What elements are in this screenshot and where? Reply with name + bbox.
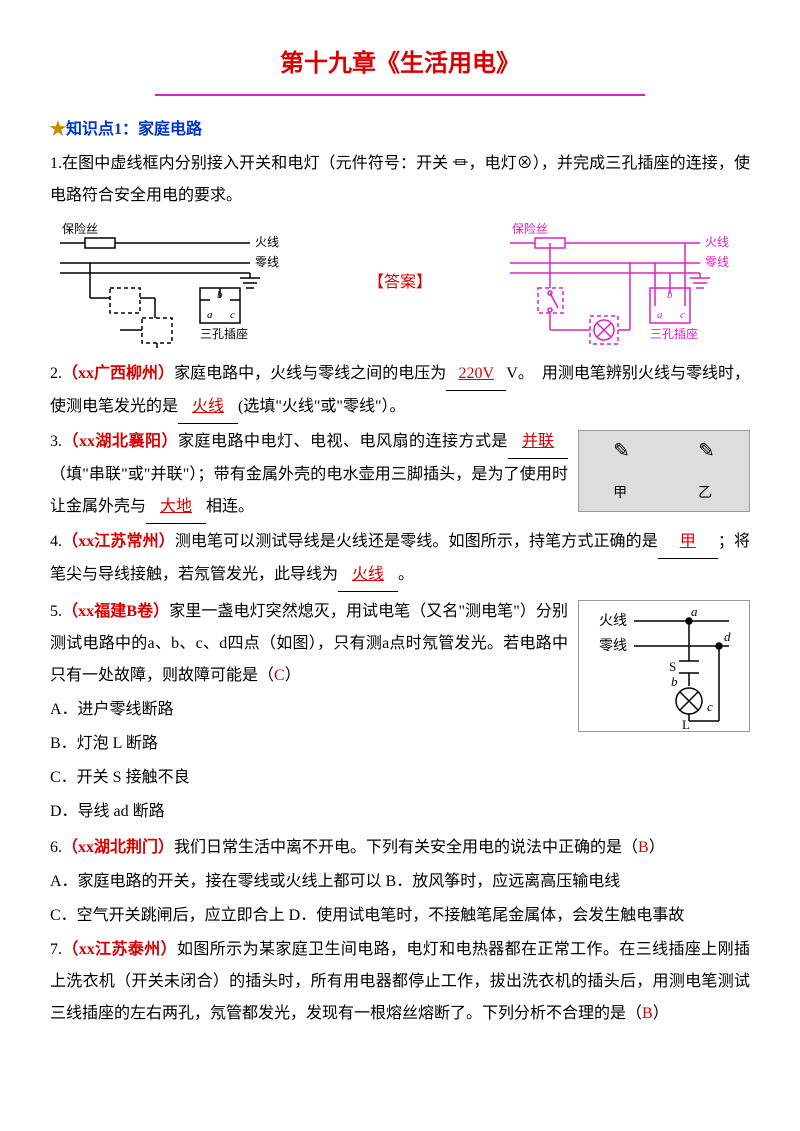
q2-ans2: 火线 [192, 398, 224, 415]
svg-text:b: b [667, 289, 673, 301]
svg-text:d: d [724, 629, 731, 644]
svg-text:c: c [680, 309, 685, 321]
q1-diagram-right: a b c 保险丝 火线 零线 三孔插座 [500, 218, 750, 348]
q1-answer-label: 【答案】 [368, 267, 432, 299]
q3-num: 3. [50, 433, 62, 450]
q2: 2.（xx广西柳州）家庭电路中，火线与零线之间的电压为220VV。 用测电笔辨别… [50, 358, 750, 424]
svg-text:保险丝: 保险丝 [512, 221, 548, 236]
svg-text:b: b [217, 289, 223, 301]
q4-t2: 测电笔可以测试导线是火线还是零线。如图所示，持笔方式正确的是 [175, 533, 658, 550]
q4-num: 4. [50, 533, 62, 550]
q2-num: 2. [50, 365, 62, 382]
svg-text:S: S [669, 659, 676, 674]
q4: 4.（xx江苏常州）测电笔可以测试导线是火线还是零线。如图所示，持笔方式正确的是… [50, 526, 750, 592]
kp1-label: 知识点1：家庭电路 [66, 121, 202, 138]
q6-num: 6. [50, 839, 62, 856]
svg-text:三孔插座: 三孔插座 [650, 326, 698, 341]
q4-ans2: 火线 [352, 566, 384, 583]
svg-text:火线: 火线 [599, 613, 627, 629]
q4-t4: 。 [398, 566, 414, 583]
q2-t2: 家庭电路中，火线与零线之间的电压为 [174, 365, 446, 382]
svg-text:三孔插座: 三孔插座 [200, 326, 248, 341]
svg-text:c: c [707, 699, 713, 714]
q4-src: （xx江苏常州） [62, 533, 175, 550]
q2-ans1: 220V [459, 365, 495, 382]
svg-text:零线: 零线 [599, 638, 627, 654]
q5-optD: D．导线 ad 断路 [50, 796, 750, 828]
q5-num: 5. [50, 603, 62, 620]
q6-optC: C．空气开关跳闸后，应立即合上 D．使用试电笔时，不接触笔尾金属体，会发生触电事… [50, 900, 750, 932]
q7-ans: B [642, 1005, 653, 1022]
q1-diagrams: 保险丝 火线 零线 a b c 三孔插座 【答案】 a b [50, 218, 750, 348]
q6-src: （xx湖北荆门） [62, 839, 174, 856]
q5-src: （xx福建B卷） [62, 603, 169, 620]
chapter-title: 第十九章《生活用电》 [155, 40, 645, 96]
q3-src: （xx湖北襄阳） [62, 433, 178, 450]
svg-text:L: L [682, 717, 690, 731]
q1-diagram-left: 保险丝 火线 零线 a b c 三孔插座 [50, 218, 300, 348]
q6: 6.（xx湖北荆门）我们日常生活中离不开电。下列有关安全用电的说法中正确的是（B… [50, 832, 750, 864]
knowledge-point-1: ★知识点1：家庭电路 [50, 114, 750, 146]
svg-text:火线: 火线 [255, 235, 279, 249]
q6-ans: B [638, 839, 649, 856]
svg-text:a: a [657, 309, 663, 321]
q6-optA: A．家庭电路的开关，接在零线或火线上都可以 B．放风筝时，应远离高压输电线 [50, 866, 750, 898]
q4-ans1: 甲 [680, 533, 696, 550]
q6-t3: ） [649, 839, 665, 856]
svg-text:a: a [207, 309, 213, 321]
q7-num: 7. [50, 941, 62, 958]
q7: 7.（xx江苏泰州）如图所示为某家庭卫生间电路，电灯和电热器都在正常工作。在三线… [50, 934, 750, 1030]
q7-t3: ） [653, 1005, 669, 1022]
q3-t4: 相连。 [206, 498, 254, 515]
svg-text:c: c [230, 309, 235, 321]
svg-text:b: b [671, 674, 678, 689]
svg-text:保险丝: 保险丝 [62, 221, 98, 236]
svg-text:零线: 零线 [255, 255, 279, 269]
q5-figure: 火线 零线 a d S b c L [578, 600, 750, 732]
q3-t2: 家庭电路中电灯、电视、电风扇的连接方式是 [178, 433, 508, 450]
svg-text:火线: 火线 [705, 235, 729, 249]
q4-fig-label-jia: ✎甲 [613, 431, 630, 511]
q5-ans: C [274, 667, 285, 684]
q7-src: （xx江苏泰州） [62, 941, 177, 958]
q3-ans1: 并联 [522, 433, 554, 450]
q2-t4: (选填"火线"或"零线"）。 [238, 398, 405, 415]
q1-text: 1.在图中虚线框内分别接入开关和电灯（元件符号：开关 ⏛，电灯⊗），并完成三孔插… [50, 148, 750, 212]
svg-text:零线: 零线 [705, 255, 729, 269]
q5-t3: ） [285, 667, 301, 684]
q5-optC: C．开关 S 接触不良 [50, 762, 750, 794]
q6-t2: 我们日常生活中离不开电。下列有关安全用电的说法中正确的是（ [174, 839, 638, 856]
q3-ans2: 大地 [160, 498, 192, 515]
q4-fig-label-yi: ✎乙 [698, 431, 715, 511]
q2-src: （xx广西柳州） [62, 365, 174, 382]
q4-figure: ✎甲 ✎乙 [578, 430, 750, 512]
svg-text:a: a [691, 604, 698, 619]
q3-t3: （填"串联"或"并联"）；带有金属外壳的电水壶用三脚插头，是为了使用时让金属外壳… [50, 466, 568, 515]
star-icon: ★ [50, 121, 66, 138]
